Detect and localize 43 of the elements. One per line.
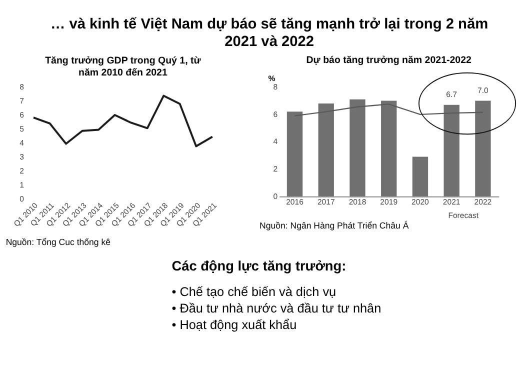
- y-tick-label: 5: [20, 124, 25, 134]
- bar: [412, 156, 428, 196]
- chart-title: Tăng trưởng GDP trong Quý 1, từ năm 2010 đến 2021: [45, 56, 202, 78]
- bar: [286, 112, 303, 196]
- y-tick-label: 2: [20, 166, 24, 176]
- y-tick-label: 4: [273, 137, 278, 146]
- y-tick-label: 6: [20, 110, 24, 120]
- x-tick-label: 2018: [348, 198, 366, 207]
- bar: [318, 103, 334, 196]
- data-label: 7.0: [478, 86, 490, 95]
- text: • Đầu tư nhà nước và đầu tư tư nhân: [172, 301, 382, 316]
- text: Các động lực tăng trưởng:: [172, 258, 346, 274]
- x-tick-label: 2021: [442, 198, 460, 207]
- x-tick-label: 2022: [474, 198, 492, 207]
- text: • Hoạt động xuất khẩu: [172, 318, 297, 332]
- y-tick-label: 7: [20, 96, 24, 106]
- text: Nguồn: Ngân Hàng Phát Triển Châu Á: [260, 220, 409, 231]
- x-tick-label: 2016: [286, 198, 304, 207]
- y-tick-label: 2: [273, 164, 278, 174]
- text: • Chế tạo chế biến và dịch vụ: [172, 284, 336, 299]
- y-tick-label: 4: [20, 138, 25, 148]
- bar: [381, 100, 397, 196]
- y-tick-label: 8: [20, 82, 24, 92]
- y-tick-label: 1: [20, 180, 24, 190]
- text: Forecast: [448, 210, 480, 220]
- x-tick-label: 2017: [317, 198, 335, 207]
- bar: [444, 104, 460, 196]
- line-series: [294, 104, 484, 116]
- data-label: 6.7: [446, 90, 458, 100]
- y-tick-label: 8: [273, 82, 278, 92]
- y-tick-label: 0: [273, 192, 278, 201]
- bar: [350, 99, 366, 196]
- y-axis-title: %: [268, 74, 276, 84]
- y-tick-label: 6: [273, 110, 278, 119]
- y-tick-label: 0: [20, 194, 25, 204]
- x-tick-label: 2019: [380, 198, 398, 207]
- y-tick-label: 3: [20, 152, 24, 162]
- text: … và kinh tế Việt Nam dự báo sẽ tăng mạnh trở lại trong 2 năm 2021 và 2022: [50, 16, 488, 50]
- text: Nguồn: Tổng Cuc thống kê: [6, 237, 111, 248]
- bar: [475, 100, 491, 196]
- line-series: [32, 94, 214, 148]
- x-tick-label: 2020: [412, 198, 430, 207]
- chart-title: Dự báo tăng trưởng năm 2021-2022: [306, 55, 472, 66]
